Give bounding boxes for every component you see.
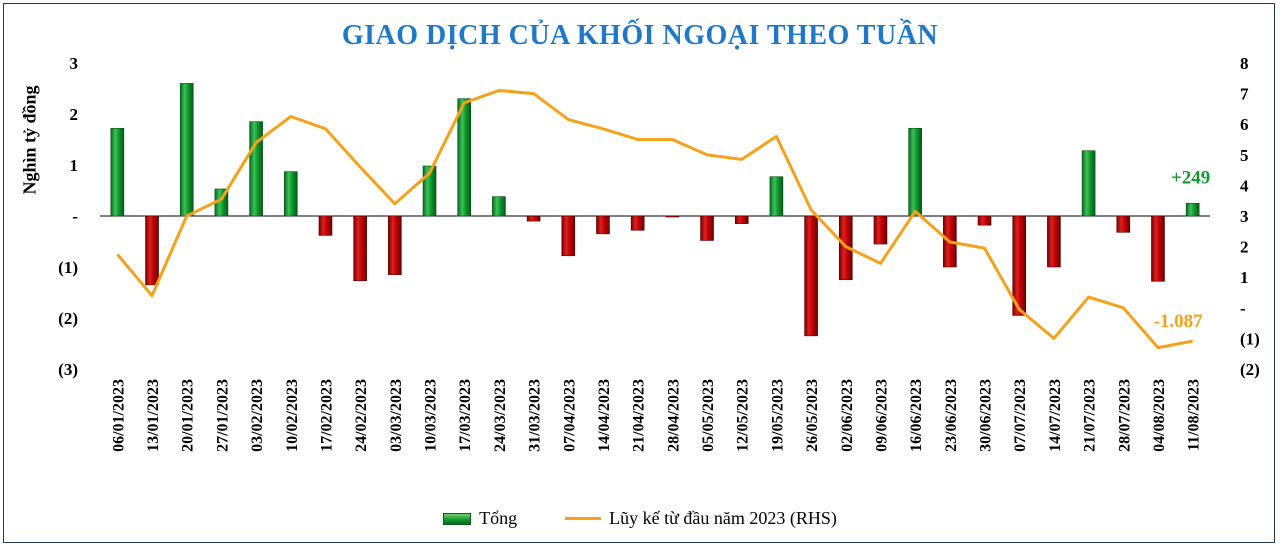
x-tick-label: 16/06/2023 [908,379,925,452]
legend-item-bars: Tổng [443,508,517,529]
bar [804,215,818,337]
x-tick-label: 26/05/2023 [804,379,821,452]
y-left-tick-label: (2) [58,309,78,328]
x-tick-label: 14/07/2023 [1047,379,1064,452]
bar [873,215,888,245]
x-tick-label: 03/03/2023 [388,379,405,452]
x-tick-label: 23/06/2023 [943,379,960,452]
bar [526,215,541,222]
bar [388,215,402,275]
legend-item-line: Lũy kế từ đầu năm 2023 (RHS) [565,508,837,529]
y-left-tick-label: 3 [70,54,79,73]
bar [422,165,437,217]
bar [630,215,645,231]
bar [283,171,298,217]
x-tick-label: 24/03/2023 [492,379,509,452]
bar [665,215,680,218]
y-left-tick-label: - [72,207,78,226]
x-tick-label: 28/07/2023 [1116,379,1133,452]
bar [492,196,506,217]
x-tick-label: 10/02/2023 [284,379,301,452]
x-tick-label: 21/07/2023 [1082,379,1099,452]
y-right-tick-label: 8 [1240,54,1249,73]
y-left-tick-label: 2 [70,105,79,124]
last-line-annotation: -1.087 [1154,311,1204,332]
y-right-tick-label: 3 [1240,207,1249,226]
bar [249,121,263,217]
x-tick-label: 24/02/2023 [353,379,370,452]
x-tick-label: 27/01/2023 [214,379,231,452]
bar [977,215,992,226]
x-tick-label: 12/05/2023 [735,379,752,452]
bar [908,127,922,217]
x-tick-label: 03/02/2023 [249,379,266,452]
bar [1081,150,1096,217]
x-tick-label: 07/07/2023 [1012,379,1029,452]
x-tick-label: 10/03/2023 [423,379,440,452]
y-right-tick-label: 5 [1240,146,1249,165]
x-tick-label: 30/06/2023 [978,379,995,452]
y-right-tick-label: 1 [1240,268,1249,287]
bar [353,215,367,282]
x-tick-label: 14/04/2023 [596,379,613,452]
y-right-tick-label: (1) [1240,329,1260,348]
bar [596,215,610,235]
y-left-tick-label: 1 [70,156,79,175]
bar [1151,215,1165,282]
bar [734,215,749,224]
chart-title: GIAO DỊCH CỦA KHỐI NGOẠI THEO TUẦN [341,20,939,51]
x-tick-label: 17/02/2023 [318,379,335,452]
bar [145,215,159,286]
y-left-tick-label: (3) [58,360,78,379]
bar [1012,215,1027,316]
x-tick-label: 20/01/2023 [180,379,197,452]
y-right-tick-label: 4 [1240,176,1249,195]
bar [110,127,125,217]
last-bar-annotation: +249 [1171,167,1210,188]
x-tick-label: 05/05/2023 [700,379,717,452]
x-tick-label: 11/08/2023 [1186,379,1203,451]
bar [769,176,784,217]
y-right-tick-label: (2) [1240,360,1260,379]
x-tick-label: 21/04/2023 [631,379,648,452]
x-tick-label: 04/08/2023 [1151,379,1168,452]
x-tick-label: 06/01/2023 [110,379,127,452]
bar [179,83,194,217]
x-tick-label: 13/01/2023 [145,379,162,452]
y-left-tick-label: (1) [58,258,78,277]
chart-frame [3,3,1275,543]
bar [561,215,576,257]
y-right-tick-label: 7 [1240,85,1249,104]
bar [1047,215,1061,268]
bar [457,98,472,217]
legend-label-bars: Tổng [479,508,518,528]
y-right-tick-label: - [1240,299,1246,318]
bar [1116,215,1131,233]
x-tick-label: 02/06/2023 [839,379,856,452]
x-tick-label: 09/06/2023 [873,379,890,452]
y-right-tick-label: 6 [1240,115,1249,134]
y-right-tick-label: 2 [1240,238,1249,257]
bar [318,215,333,236]
x-tick-label: 31/03/2023 [527,379,544,452]
bar [1185,202,1200,217]
chart-legend: Tổng Lũy kế từ đầu năm 2023 (RHS) [0,508,1280,529]
x-tick-label: 07/04/2023 [561,379,578,452]
x-tick-label: 17/03/2023 [457,379,474,452]
x-tick-label: 19/05/2023 [769,379,786,452]
cumulative-line [116,89,1193,350]
bar [700,215,714,241]
legend-label-line: Lũy kế từ đầu năm 2023 (RHS) [609,508,837,528]
legend-swatch-bar [443,512,472,525]
legend-swatch-line [565,517,602,520]
x-tick-label: 28/04/2023 [665,379,682,452]
